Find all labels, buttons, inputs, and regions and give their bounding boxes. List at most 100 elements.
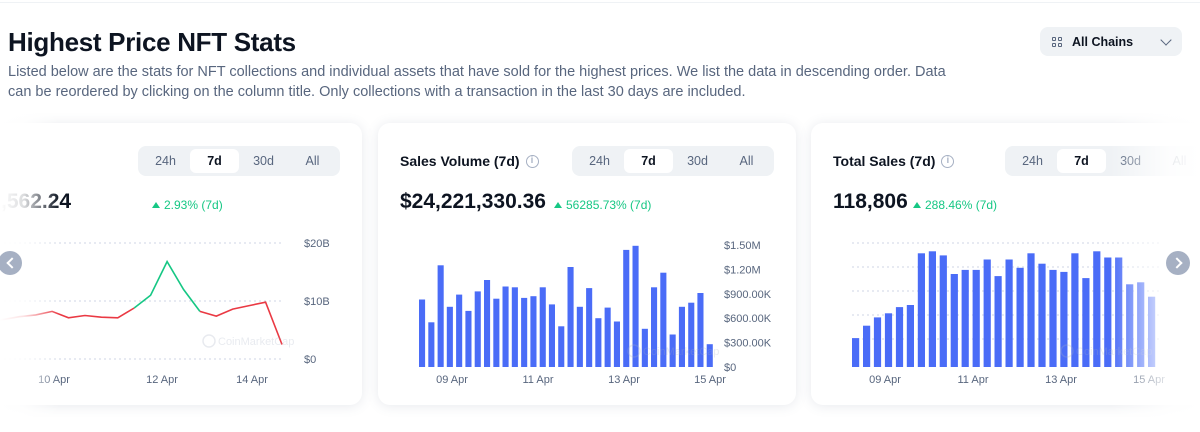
market-cap-card: p 24h 7d 30d All 039,562.24 2.93% (7d) $… — [0, 123, 362, 405]
data-point — [183, 289, 184, 290]
y-tick-label: $1.50M — [724, 240, 761, 252]
bar — [446, 306, 453, 367]
bar — [548, 304, 555, 367]
coinmarketcap-logo-icon — [202, 334, 216, 348]
page-description: Listed below are the stats for NFT colle… — [8, 64, 946, 100]
stats-carousel: p 24h 7d 30d All 039,562.24 2.93% (7d) $… — [0, 110, 1200, 432]
data-point — [2, 319, 3, 320]
bar — [873, 317, 882, 367]
bar — [651, 287, 658, 367]
bar — [678, 306, 685, 367]
bar — [437, 265, 444, 367]
y-tick-label: $10B — [304, 296, 330, 308]
bar — [972, 269, 980, 367]
bar — [558, 326, 565, 367]
bar — [706, 344, 713, 367]
change-badge: 56285.73% (7d) — [554, 198, 651, 212]
bar — [641, 328, 648, 367]
bar — [604, 307, 611, 367]
bar — [502, 286, 509, 367]
data-point — [68, 317, 69, 318]
bar — [1093, 251, 1101, 367]
bar — [493, 298, 500, 367]
data-point — [199, 311, 200, 312]
tab-all[interactable]: All — [305, 154, 320, 168]
bar — [576, 306, 583, 367]
tab-30d[interactable]: 30d — [253, 154, 274, 168]
total-sales-bar-chart: 09 Apr 11 Apr 13 Apr 15 Apr CoinMarketCap — [852, 242, 1165, 386]
tab-30d[interactable]: 30d — [687, 154, 708, 168]
data-point — [150, 295, 151, 296]
bar — [1082, 278, 1090, 367]
x-tick-label: 13 Apr — [1045, 374, 1077, 386]
x-tick-label: 11 Apr — [523, 374, 554, 386]
bar — [994, 276, 1002, 367]
bar — [1104, 257, 1112, 367]
data-point — [249, 305, 250, 306]
chains-dropdown[interactable]: All Chains — [1040, 27, 1182, 56]
bar — [623, 249, 630, 367]
bar — [465, 310, 472, 367]
bar — [484, 280, 491, 367]
bar — [632, 245, 639, 367]
bar — [530, 296, 537, 367]
bar — [456, 294, 463, 367]
series-line-down — [199, 301, 283, 345]
bar — [697, 293, 704, 367]
x-tick-label: 13 Apr — [608, 374, 640, 386]
period-tabs: 24h 7d 30d All — [1005, 146, 1200, 176]
bar — [928, 251, 936, 367]
info-icon[interactable] — [525, 155, 539, 168]
card-value: $24,221,330.36 — [400, 190, 546, 213]
bar — [852, 338, 860, 367]
y-tick-label: $600.00K — [724, 313, 772, 325]
card-title: Total Sales (7d) — [833, 153, 955, 169]
watermark-text: CoinMarketCap — [1076, 346, 1152, 358]
period-tabs: 24h 7d 30d All — [572, 146, 774, 176]
info-icon[interactable] — [941, 155, 955, 168]
bar — [567, 267, 574, 367]
x-tick-label: 10 Apr — [38, 374, 70, 386]
bar — [1060, 271, 1068, 367]
watermark-text: CoinMarketCap — [643, 346, 719, 358]
change-badge: 2.93% (7d) — [152, 198, 223, 212]
bar — [521, 297, 528, 367]
sales-volume-card: Sales Volume (7d) 24h 7d 30d All $24,221… — [378, 123, 796, 405]
data-point — [19, 316, 20, 317]
market-cap-line-chart: $20B $10B $0 10 Apr 12 Apr 14 Apr CoinMarketCa… — [0, 238, 330, 386]
tab-24h[interactable]: 24h — [155, 154, 176, 168]
tab-7d[interactable]: 7d — [190, 149, 239, 173]
bar — [613, 321, 620, 367]
carousel-prev-button[interactable] — [0, 251, 22, 275]
card-value: 039,562.24 — [0, 190, 72, 213]
tab-30d[interactable]: 30d — [1120, 154, 1141, 168]
bar — [660, 272, 667, 367]
y-tick-label: $1.20M — [724, 264, 761, 276]
watermark: CoinMarketCap — [627, 344, 719, 358]
bar — [1049, 269, 1057, 367]
tab-7d[interactable]: 7d — [1057, 149, 1106, 173]
grid-icon — [1052, 36, 1062, 47]
data-point — [117, 317, 118, 318]
y-tick-label: $300.00K — [724, 338, 772, 350]
bar — [511, 287, 518, 367]
tab-24h[interactable]: 24h — [1022, 154, 1043, 168]
x-tick-label: 09 Apr — [869, 374, 901, 386]
bar — [1027, 253, 1035, 367]
x-tick-label: 15 Apr — [1133, 374, 1165, 386]
series-line-up — [133, 259, 201, 312]
coinmarketcap-logo-icon — [627, 344, 641, 358]
bar — [895, 307, 904, 367]
y-tick-label: $900.00K — [724, 289, 772, 301]
caret-up-icon — [554, 202, 562, 208]
bar — [539, 287, 546, 367]
series-line-down — [0, 307, 135, 321]
y-tick-label: $20B — [304, 238, 330, 250]
tab-all[interactable]: All — [739, 154, 754, 168]
tab-7d[interactable]: 7d — [624, 149, 673, 173]
data-point — [134, 307, 135, 308]
coinmarketcap-logo-icon — [1060, 344, 1074, 358]
carousel-next-button[interactable] — [1166, 251, 1190, 275]
tab-24h[interactable]: 24h — [589, 154, 610, 168]
tab-all[interactable]: All — [1172, 154, 1187, 168]
